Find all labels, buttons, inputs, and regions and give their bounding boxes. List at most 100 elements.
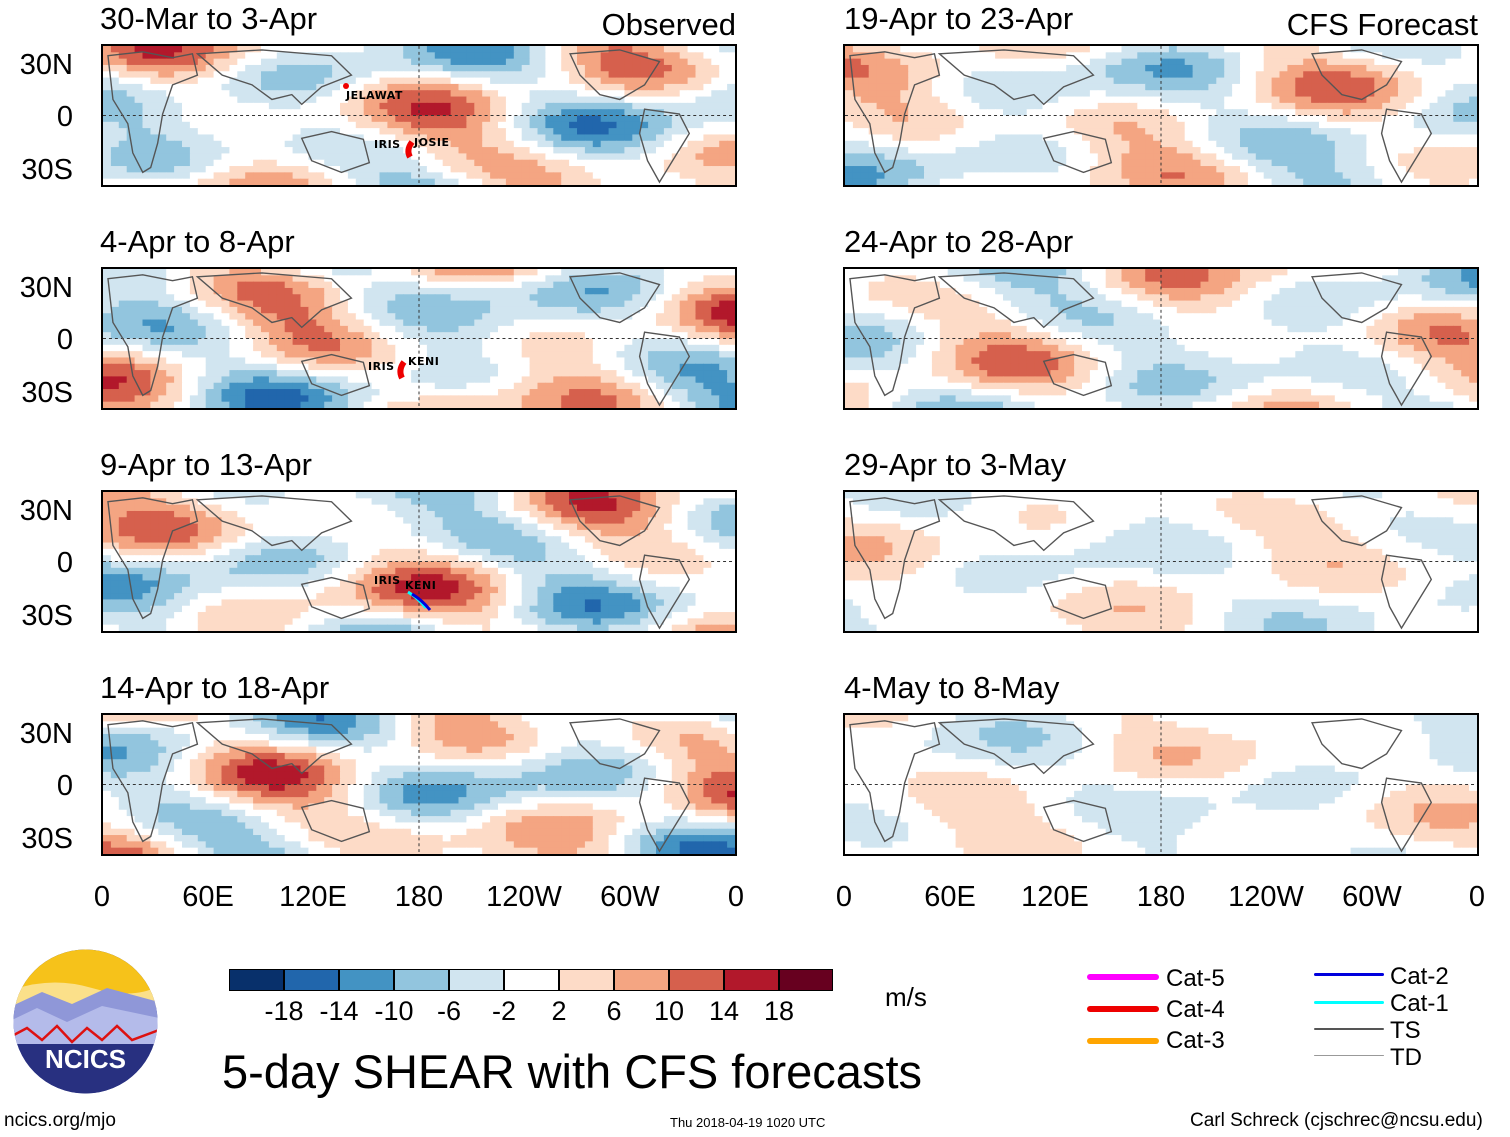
storm-label-iris-1: IRIS: [374, 138, 401, 151]
colorbar-box-3: [339, 969, 394, 991]
xlabel-right-120e: 120E: [1021, 881, 1089, 913]
map-panel-3: [101, 490, 737, 633]
colorbar-label-10: 18: [763, 996, 795, 1026]
main-title: 5-day SHEAR with CFS forecasts: [222, 1045, 922, 1098]
colorbar-box-11: [779, 969, 833, 991]
storm-label-iris-3: IRIS: [374, 574, 401, 587]
colorbar-label-9: 14: [708, 996, 740, 1026]
map-panel-4: [101, 713, 737, 856]
ylabel-30n-r2: 30N: [19, 272, 73, 304]
storm-label-keni-2: KENI: [408, 355, 440, 368]
footer-author: Carl Schreck (cjschrec@ncsu.edu): [1190, 1110, 1483, 1131]
colorbar-box-9: [669, 969, 724, 991]
xlabel-left-120w: 120W: [486, 881, 562, 913]
legend-line-ts: [1314, 1028, 1384, 1030]
xlabel-left-120e: 120E: [279, 881, 347, 913]
xlabel-right-0: 0: [835, 881, 853, 913]
xlabel-left-60e: 60E: [182, 881, 234, 913]
legend-label-cat3: Cat-3: [1166, 1027, 1225, 1054]
map-panel-1: [101, 44, 737, 187]
colorbar-units: m/s: [885, 982, 927, 1012]
colorbar-label-4: -6: [436, 996, 462, 1026]
ylabel-30n-r3: 30N: [19, 495, 73, 527]
xlabel-left-180: 180: [394, 881, 444, 913]
panel-title-6: 24-Apr to 28-Apr: [844, 224, 1074, 259]
panel-title-2: 4-Apr to 8-Apr: [100, 224, 295, 259]
xlabel-left-0: 0: [93, 881, 111, 913]
map-panel-7: [843, 490, 1479, 633]
legend-label-cat2: Cat-2: [1390, 963, 1449, 990]
ylabel-30s-r1: 30S: [21, 154, 73, 186]
ylabel-0-r1: 0: [56, 101, 73, 133]
panel-title-5: 19-Apr to 23-Apr: [844, 1, 1074, 36]
ncics-logo: NCICS: [13, 949, 158, 1094]
legend-label-cat4: Cat-4: [1166, 996, 1225, 1023]
shear-field-6: [845, 269, 1477, 408]
xlabel-right-60e: 60E: [924, 881, 976, 913]
colorbar-label-1: -18: [264, 996, 304, 1026]
legend-label-cat1: Cat-1: [1390, 990, 1449, 1017]
storm-label-josie: JOSIE: [414, 136, 450, 149]
ylabel-0-r3: 0: [56, 547, 73, 579]
shear-field-1: [103, 46, 735, 185]
shear-field-7: [845, 492, 1477, 631]
colorbar-box-5: [449, 969, 504, 991]
panel-title-4: 14-Apr to 18-Apr: [100, 670, 330, 705]
forecast-label: CFS Forecast: [1286, 7, 1478, 42]
map-panel-5: [843, 44, 1479, 187]
colorbar-box-1: [229, 969, 284, 991]
shear-field-8: [845, 715, 1477, 854]
legend-line-cat3: [1087, 1038, 1159, 1044]
shear-field-2: [103, 269, 735, 408]
legend-line-cat2: [1314, 973, 1384, 976]
shear-field-4: [103, 715, 735, 854]
xlabel-right-120w: 120W: [1228, 881, 1304, 913]
ylabel-30n-r1: 30N: [19, 49, 73, 81]
observed-label: Observed: [601, 7, 736, 42]
shear-field-3: [103, 492, 735, 631]
footer-timestamp: Thu 2018-04-19 1020 UTC: [670, 1115, 826, 1130]
legend-label-ts: TS: [1390, 1017, 1421, 1044]
xlabel-right-0b: 0: [1468, 881, 1486, 913]
legend-line-cat4: [1087, 1006, 1159, 1012]
ylabel-30s-r2: 30S: [21, 377, 73, 409]
ylabel-30s-r3: 30S: [21, 600, 73, 632]
ylabel-30n-r4: 30N: [19, 718, 73, 750]
xlabel-right-60w: 60W: [1342, 881, 1402, 913]
storm-label-keni-3: KENI: [405, 579, 437, 592]
colorbar-box-8: [614, 969, 669, 991]
colorbar-box-4: [394, 969, 449, 991]
colorbar-label-5: -2: [491, 996, 517, 1026]
colorbar-label-8: 10: [653, 996, 685, 1026]
ylabel-30s-r4: 30S: [21, 823, 73, 855]
shear-field-5: [845, 46, 1477, 185]
storm-label-iris-2: IRIS: [368, 360, 395, 373]
colorbar-label-7: 6: [606, 996, 622, 1026]
legend-line-cat1: [1314, 1001, 1384, 1004]
legend-label-td: TD: [1390, 1044, 1422, 1071]
panel-title-8: 4-May to 8-May: [844, 670, 1060, 705]
legend-line-cat5: [1087, 974, 1159, 980]
map-panel-8: [843, 713, 1479, 856]
colorbar-box-7: [559, 969, 614, 991]
legend-line-td: [1314, 1055, 1384, 1056]
colorbar-label-6: 2: [551, 996, 567, 1026]
legend-label-cat5: Cat-5: [1166, 965, 1225, 992]
xlabel-right-180: 180: [1136, 881, 1186, 913]
panel-title-1: 30-Mar to 3-Apr: [100, 1, 318, 36]
colorbar-label-3: -10: [374, 996, 414, 1026]
colorbar-box-2: [284, 969, 339, 991]
ylabel-0-r2: 0: [56, 324, 73, 356]
panel-title-3: 9-Apr to 13-Apr: [100, 447, 312, 482]
logo-text: NCICS: [45, 1044, 126, 1074]
footer-website[interactable]: ncics.org/mjo: [4, 1110, 116, 1131]
ylabel-0-r4: 0: [56, 770, 73, 802]
colorbar-box-6: [504, 969, 559, 991]
panel-title-7: 29-Apr to 3-May: [844, 447, 1067, 482]
xlabel-left-60w: 60W: [600, 881, 660, 913]
storm-label-jelawat: JELAWAT: [346, 89, 403, 102]
colorbar-box-10: [724, 969, 779, 991]
map-panel-2: [101, 267, 737, 410]
colorbar-label-2: -14: [319, 996, 359, 1026]
map-panel-6: [843, 267, 1479, 410]
